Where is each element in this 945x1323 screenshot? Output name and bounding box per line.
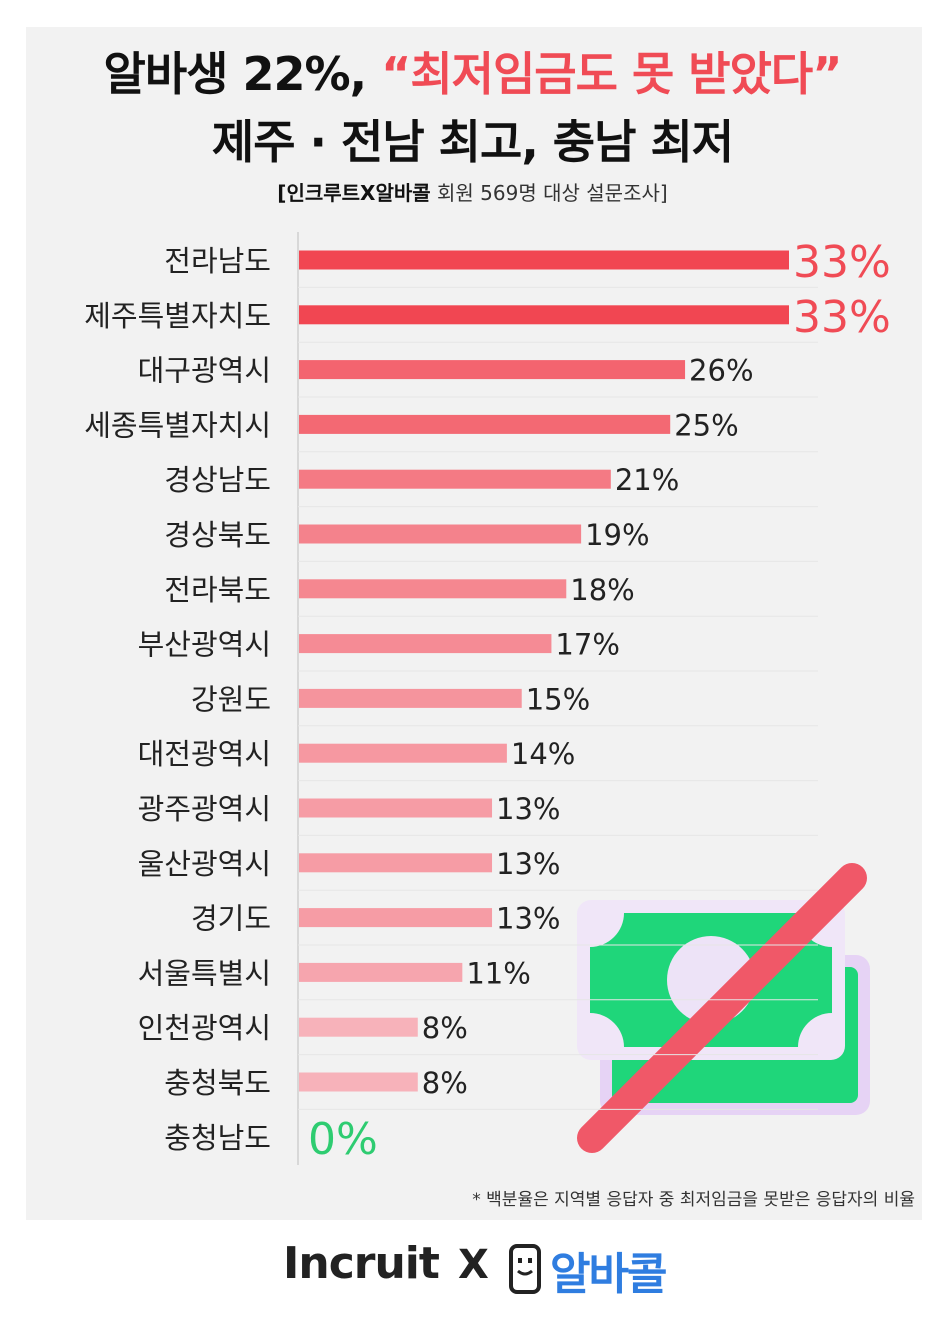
bar [299,414,671,434]
data-label: 0% [308,1114,378,1165]
category-label: 광주광역시 [138,792,271,826]
bar [299,908,493,928]
data-label: 13% [496,792,560,826]
bar [299,524,582,544]
incruit-logo: Incruit [283,1238,440,1289]
category-label: 울산광역시 [138,847,271,881]
bar [299,360,686,380]
bar [299,250,789,270]
bar [299,469,611,489]
title-highlight: “최저임금도 못 받았다” [381,47,842,101]
category-label: 대전광역시 [138,737,271,771]
logo-separator: X [458,1242,489,1288]
data-label: 33% [793,292,891,343]
bar [299,962,463,982]
category-label: 전라북도 [164,573,271,607]
bar [299,305,789,325]
chart-title-line1: 알바생 22%, “최저임금도 못 받았다” [0,38,945,104]
bar [299,1072,418,1092]
subtitle-source: [인크루트X알바콜 [277,181,431,205]
no-money-icon [577,863,870,1153]
data-label: 25% [674,408,738,442]
title-prefix: 알바생 22%, [103,47,382,101]
data-label: 14% [511,737,575,771]
phone-icon [509,1244,541,1294]
data-label: 17% [555,628,619,662]
category-label: 부산광역시 [138,628,271,662]
bar [299,579,567,599]
category-label: 경상북도 [164,518,271,552]
data-label: 13% [496,847,560,881]
footnote: * 백분율은 지역별 응답자 중 최저임금을 못받은 응답자의 비율 [472,1190,915,1210]
bar [299,634,552,654]
category-label: 대구광역시 [138,354,271,388]
bar [299,853,493,873]
subtitle-rest: 회원 569명 대상 설문조사] [430,181,668,205]
bar [299,688,522,708]
albacall-logo: 알바콜 [550,1249,667,1300]
data-label: 11% [466,956,530,990]
data-label: 19% [585,518,649,552]
chart-title-line2: 제주 · 전남 최고, 충남 최저 [211,115,734,169]
data-label: 26% [689,354,753,388]
category-label: 충청남도 [164,1121,271,1155]
category-label: 서울특별시 [138,956,271,990]
data-label: 33% [793,237,891,288]
logo-row: Incruit X 알바콜 [0,1238,945,1308]
chart-subtitle: [인크루트X알바콜 회원 569명 대상 설문조사] [0,177,945,206]
category-label: 경상남도 [164,463,271,497]
bar [299,743,507,763]
data-label: 21% [615,463,679,497]
bar [299,798,493,818]
category-label: 전라남도 [164,244,271,278]
category-label: 충청북도 [164,1066,271,1100]
category-label: 세종특별자치시 [84,408,271,442]
data-label: 13% [496,902,560,936]
bar [299,1017,418,1037]
category-label: 경기도 [191,902,271,936]
data-label: 15% [526,682,590,716]
data-label: 8% [422,1011,468,1045]
category-label: 인천광역시 [138,1011,271,1045]
data-label: 8% [422,1066,468,1100]
category-label: 강원도 [191,682,271,716]
category-label: 제주특별자치도 [84,299,271,333]
data-label: 18% [570,573,634,607]
